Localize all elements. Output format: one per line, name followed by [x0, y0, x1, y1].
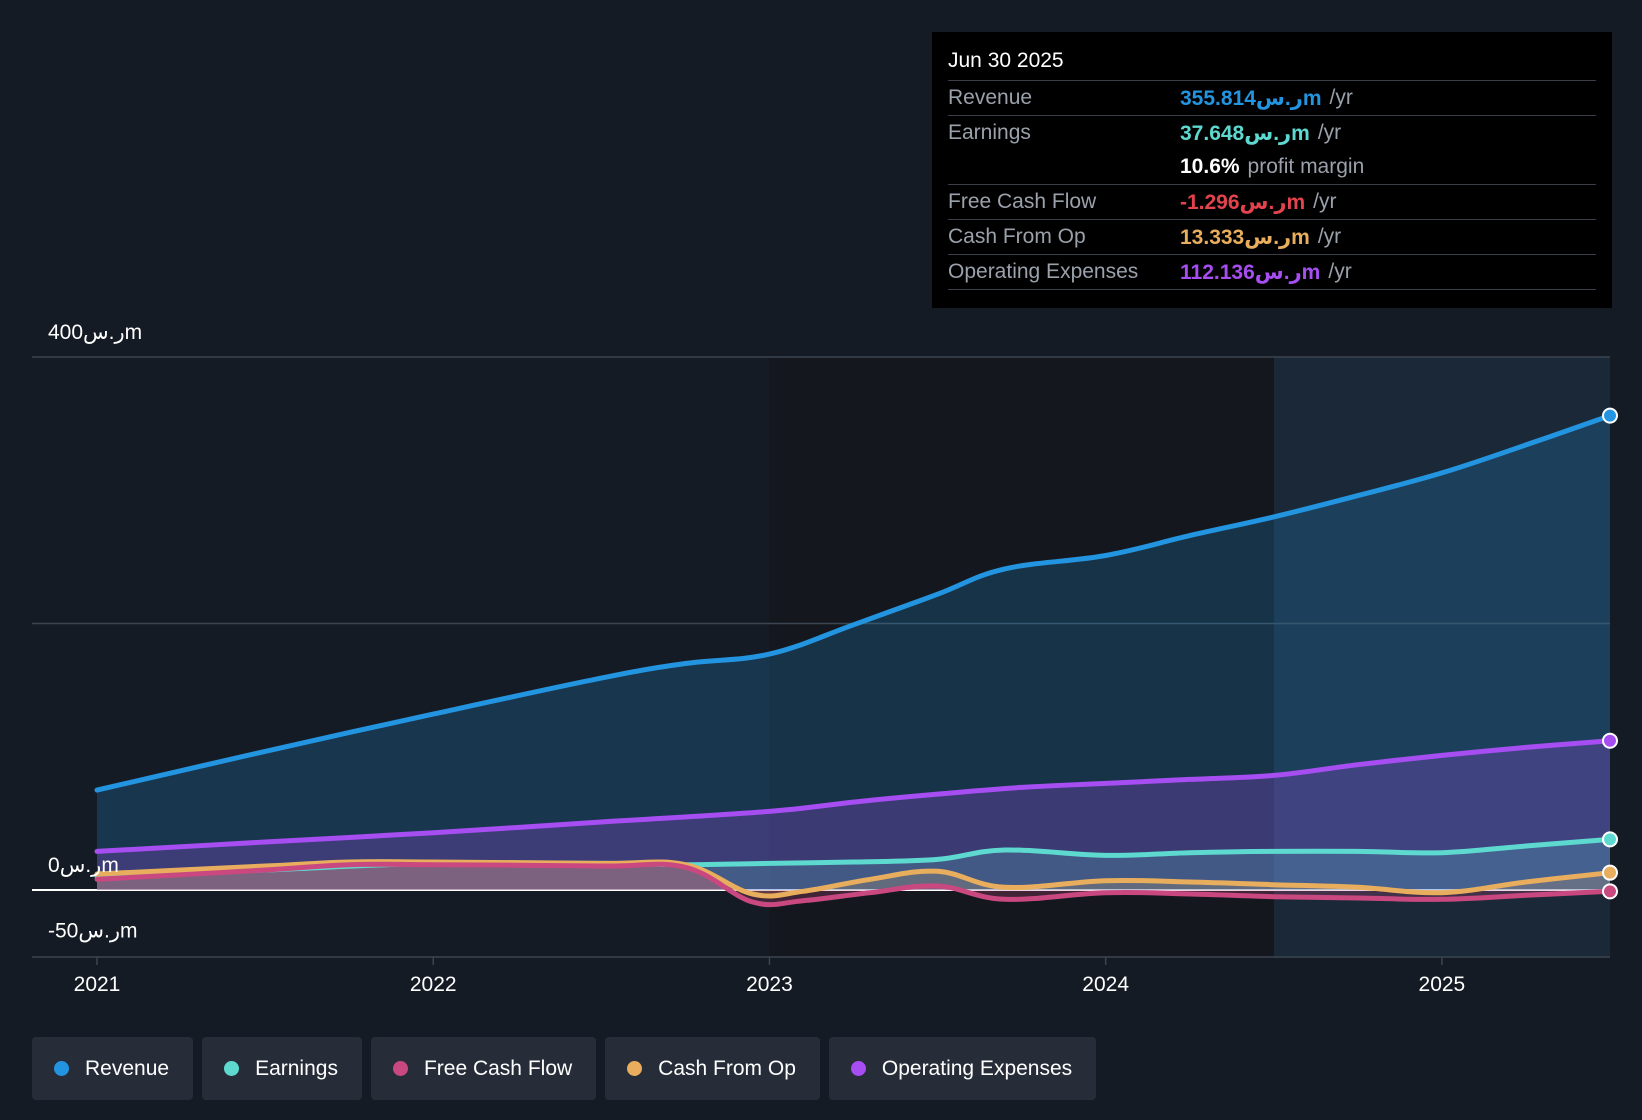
series-line: [94, 861, 1613, 908]
y-tick-label: -50ر.سm: [48, 920, 137, 943]
tooltip-row-value: -1.296ر.سm: [1180, 190, 1306, 214]
tooltip-row-value: 10.6%: [1180, 155, 1240, 178]
tooltip-row-value: 355.814ر.سm: [1180, 86, 1322, 110]
tooltip-row-value: 37.648ر.سm: [1180, 121, 1310, 145]
legend-dot-icon: [627, 1061, 643, 1076]
series-line: [94, 413, 1613, 793]
legend-dot-icon: [850, 1061, 866, 1076]
tooltip-row: 10.6% profit margin: [948, 150, 1596, 185]
y-tick-label: 400ر.سm: [48, 321, 142, 344]
legend: Revenue Earnings Free Cash Flow Cash From O…: [32, 1037, 1097, 1100]
series-area: [97, 415, 1610, 890]
series-end-dots: [1602, 407, 1618, 900]
tooltip-row-label: Operating Expenses: [948, 260, 1139, 283]
series-area: [97, 861, 1610, 897]
legend-item[interactable]: Earnings: [202, 1037, 362, 1100]
x-axis-labels: 2021 2022 2023 2024 2025: [74, 957, 1466, 996]
past-region: [769, 357, 1274, 957]
series-end-dot: [1602, 831, 1618, 848]
tooltip-row: Operating Expenses 112.136ر.سm/yr: [948, 255, 1596, 290]
x-tick-label: 2024: [1082, 973, 1129, 996]
tooltip-row-unit: /yr: [1328, 260, 1352, 283]
legend-item[interactable]: Free Cash Flow: [370, 1037, 597, 1100]
y-tick-label: 0ر.سm: [48, 854, 119, 877]
legend-item[interactable]: Cash From Op: [605, 1037, 820, 1100]
series-end-dot: [1602, 407, 1618, 424]
legend-label: Earnings: [255, 1056, 338, 1080]
legend-label: Operating Expenses: [881, 1056, 1073, 1080]
x-tick-label: 2023: [746, 973, 793, 996]
tooltip-row-label: Earnings: [948, 121, 1031, 144]
series-end-dot: [1602, 883, 1618, 900]
series-lines: [94, 413, 1613, 908]
series-line: [94, 738, 1613, 854]
tooltip-row-value: 13.333ر.سm: [1180, 225, 1310, 249]
legend-item[interactable]: Operating Expenses: [828, 1037, 1097, 1100]
tooltip-row-unit: /yr: [1317, 121, 1342, 144]
tooltip-row: Free Cash Flow -1.296ر.سm/yr: [948, 185, 1596, 220]
x-tick-label: 2025: [1419, 973, 1466, 996]
tooltip-row-unit: /yr: [1329, 86, 1353, 109]
legend-label: Free Cash Flow: [423, 1056, 573, 1080]
future-region: [1273, 357, 1610, 957]
tooltip-row-unit: /yr: [1313, 190, 1337, 213]
legend-label: Cash From Op: [658, 1056, 796, 1080]
tooltip-row-unit: /yr: [1317, 225, 1342, 248]
x-tick-label: 2021: [74, 973, 121, 996]
tooltip-panel: Jun 30 2025 Revenue 355.814ر.سm/yr Earning…: [932, 32, 1612, 308]
legend-label: Revenue: [85, 1056, 170, 1080]
tooltip-row: Revenue 355.814ر.سm/yr: [948, 81, 1596, 116]
legend-item[interactable]: Revenue: [32, 1037, 194, 1100]
tooltip-row: Earnings 37.648ر.سm/yr: [948, 116, 1596, 150]
tooltip-row-value: 112.136ر.سm: [1180, 260, 1321, 284]
tooltip-row-label: Free Cash Flow: [948, 190, 1097, 213]
tooltip-row-label: Revenue: [948, 86, 1033, 109]
legend-dot-icon: [224, 1061, 240, 1076]
tooltip-date: Jun 30 2025: [948, 46, 1596, 81]
tooltip-rows: Revenue 355.814ر.سm/yr Earnings 37.648ر.سm /…: [948, 81, 1596, 290]
series-line: [94, 859, 1613, 899]
legend-dot-icon: [392, 1061, 408, 1076]
tooltip-row-label: Cash From Op: [948, 225, 1086, 248]
legend-dot-icon: [54, 1061, 69, 1076]
y-axis-labels: 400ر.سm 0ر.سm -50ر.سm: [48, 321, 142, 943]
series-end-dot: [1602, 864, 1618, 881]
tooltip-row-unit: profit margin: [1247, 155, 1365, 178]
series-end-dot: [1602, 732, 1618, 749]
x-tick-label: 2022: [410, 973, 457, 996]
tooltip-row: Cash From Op 13.333ر.سm/yr: [948, 220, 1596, 255]
